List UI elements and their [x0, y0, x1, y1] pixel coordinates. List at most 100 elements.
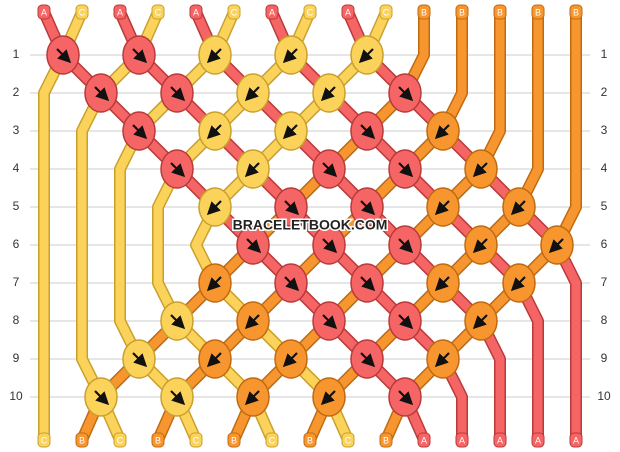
thread-tag [417, 4, 431, 20]
knot-arrow [322, 238, 338, 254]
thread-tag [75, 432, 89, 448]
thread-label: C [383, 7, 390, 17]
thread-tag [455, 4, 469, 20]
knot-arrow [170, 86, 186, 102]
thread-label: C [155, 7, 162, 17]
thread [39, 7, 87, 445]
knot-arrow [434, 276, 450, 292]
thread-tag [493, 432, 507, 448]
knot-arrow [320, 390, 336, 406]
knot-arrow [282, 124, 298, 140]
row-label: 10 [597, 389, 611, 403]
thread-label: B [573, 7, 579, 17]
knot-arrow [132, 124, 148, 140]
knot-arrow [548, 238, 564, 254]
thread-tag [151, 432, 165, 448]
thread-label: A [41, 7, 47, 17]
thread-label: C [117, 435, 124, 445]
thread-tag [379, 432, 393, 448]
knot-arrow [398, 238, 414, 254]
knot-arrow [398, 162, 414, 178]
thread-tag [569, 4, 583, 20]
knot-arrow [170, 314, 186, 330]
knot-arrow [322, 314, 338, 330]
row-label: 8 [601, 313, 608, 327]
knot-arrow [398, 390, 414, 406]
knot-arrow [360, 124, 376, 140]
thread-label: B [79, 435, 85, 445]
knot-arrow [472, 238, 488, 254]
knot-arrow [206, 200, 222, 216]
knot-arrow [206, 48, 222, 64]
knot-arrow [244, 390, 260, 406]
knot-arrow [132, 48, 148, 64]
thread-tag [531, 432, 545, 448]
thread-label: C [231, 7, 238, 17]
thread-label: C [41, 435, 48, 445]
row-label: 3 [601, 123, 608, 137]
thread-label: B [497, 7, 503, 17]
thread-label: B [421, 7, 427, 17]
thread-tag [189, 4, 203, 20]
thread-tag [37, 4, 51, 20]
row-label: 1 [601, 47, 608, 61]
thread-label: A [535, 435, 541, 445]
thread-label: C [193, 435, 200, 445]
knot-arrow [170, 390, 186, 406]
knot-arrow [358, 48, 374, 64]
knot-arrow [244, 162, 260, 178]
knot-arrow [320, 86, 336, 102]
thread-tag [531, 4, 545, 20]
thread-label: B [535, 7, 541, 17]
thread-tag [303, 4, 317, 20]
thread-tag [455, 432, 469, 448]
knot-arrow [282, 48, 298, 64]
thread-tag [113, 432, 127, 448]
thread-label: A [269, 7, 275, 17]
knot-arrow [434, 200, 450, 216]
knot-arrow [94, 390, 110, 406]
knot-arrow [206, 352, 222, 368]
thread-tag [227, 432, 241, 448]
row-label: 4 [13, 161, 20, 175]
row-label: 1 [13, 47, 20, 61]
row-label: 2 [13, 85, 20, 99]
row-label: 10 [9, 389, 23, 403]
thread-tag [417, 432, 431, 448]
thread-label: C [345, 435, 352, 445]
knot-arrow [246, 238, 262, 254]
row-label: 6 [13, 237, 20, 251]
row-label: 7 [601, 275, 608, 289]
knot-arrow [94, 86, 110, 102]
knot-arrow [322, 162, 338, 178]
knot-arrow [434, 124, 450, 140]
knot-arrow [360, 200, 376, 216]
thread-label: A [193, 7, 199, 17]
knot-arrow [206, 124, 222, 140]
knot-arrow [510, 200, 526, 216]
knot-arrow [398, 314, 414, 330]
thread-label: A [497, 435, 503, 445]
row-label: 3 [13, 123, 20, 137]
knot-arrow [472, 314, 488, 330]
row-label: 9 [601, 351, 608, 365]
thread-tag [227, 4, 241, 20]
row-label: 9 [13, 351, 20, 365]
thread-tag [37, 432, 51, 448]
thread-tag [341, 4, 355, 20]
knot-arrow [472, 162, 488, 178]
knot-arrow [510, 276, 526, 292]
row-label: 6 [601, 237, 608, 251]
row-label: 2 [601, 85, 608, 99]
knot-arrow [56, 48, 72, 64]
thread-label: A [345, 7, 351, 17]
thread-label: B [459, 7, 465, 17]
row-label: 5 [601, 199, 608, 213]
knot-arrow [282, 352, 298, 368]
thread-label: A [421, 435, 427, 445]
thread-label: B [231, 435, 237, 445]
watermark: BRACELETBOOK.COM [233, 217, 388, 233]
thread-tag [189, 432, 203, 448]
row-label: 7 [13, 275, 20, 289]
